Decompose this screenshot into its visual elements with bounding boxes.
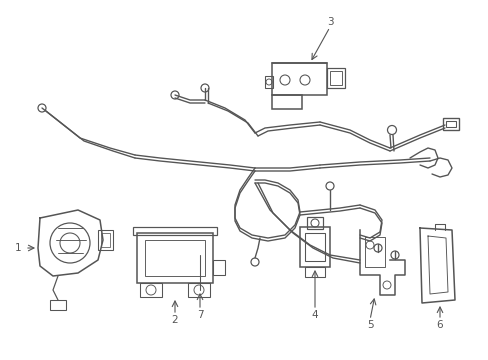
Bar (364, 237, 384, 267)
Text: 1: 1 (15, 243, 21, 253)
Bar (442, 118, 458, 130)
Bar (98, 230, 113, 250)
Bar (299, 227, 329, 267)
Text: 3: 3 (326, 17, 333, 27)
Text: 5: 5 (366, 320, 372, 330)
Bar (305, 233, 325, 261)
Text: 2: 2 (171, 315, 178, 325)
Bar (145, 240, 204, 276)
Bar (271, 63, 326, 95)
Bar (101, 233, 110, 247)
Text: 7: 7 (196, 310, 203, 320)
Bar (133, 227, 217, 235)
Bar (445, 121, 455, 127)
Bar (306, 217, 323, 229)
Bar (213, 260, 224, 275)
Text: 4: 4 (311, 310, 318, 320)
Text: 6: 6 (436, 320, 443, 330)
Bar (264, 76, 272, 88)
Bar (140, 283, 162, 297)
Bar (329, 71, 341, 85)
Bar (137, 233, 213, 283)
Bar (305, 267, 325, 277)
Bar (326, 68, 345, 88)
Bar (271, 95, 302, 109)
Bar (187, 283, 209, 297)
Bar (50, 300, 66, 310)
